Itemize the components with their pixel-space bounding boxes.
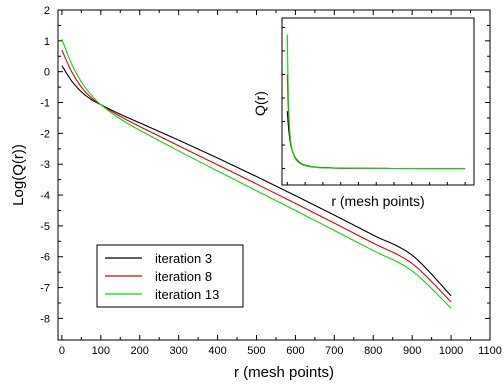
y-tick-label: -2 xyxy=(40,128,50,140)
x-tick-label: 400 xyxy=(208,345,226,357)
x-tick-label: 900 xyxy=(403,345,421,357)
x-axis-title: r (mesh points) xyxy=(234,364,334,381)
plot-frame xyxy=(57,9,491,341)
y-tick-label: -7 xyxy=(40,283,50,295)
y-tick-label: -8 xyxy=(40,313,50,325)
x-tick-label: 100 xyxy=(92,345,110,357)
y-tick-label: -6 xyxy=(40,252,50,264)
x-tick-label: 800 xyxy=(364,345,382,357)
x-tick-label: 200 xyxy=(131,345,149,357)
y-tick-label: -3 xyxy=(40,159,50,171)
legend-label-3: iteration 13 xyxy=(155,287,219,302)
y-tick-label: 2 xyxy=(44,5,50,17)
inset-x-axis-title: r (mesh points) xyxy=(331,193,424,209)
x-tick-label: 1000 xyxy=(439,345,463,357)
inset-y-axis-title: Q(r) xyxy=(252,91,268,116)
x-tick-label: 700 xyxy=(325,345,343,357)
inset-plot: r (mesh points) Q(r) xyxy=(252,17,475,209)
x-tick-label: 500 xyxy=(247,345,265,357)
inset-frame xyxy=(281,17,475,186)
main-plot: 0 100 200 300 400 500 600 700 800 900 1000 1100 -8 -7… xyxy=(10,5,502,381)
series-line-2 xyxy=(61,49,452,303)
y-tick-label: -1 xyxy=(40,98,50,110)
x-tick-label: 600 xyxy=(286,345,304,357)
legend-label-1: iteration 3 xyxy=(155,251,212,266)
y-axis-title: Log(Q(r)) xyxy=(10,144,27,206)
series-line-1 xyxy=(61,65,452,297)
x-tick-label: 1100 xyxy=(478,345,502,357)
y-tick-label: -5 xyxy=(40,221,50,233)
x-tick-label: 300 xyxy=(169,345,187,357)
x-tick-label: 0 xyxy=(59,345,65,357)
series-line-3 xyxy=(61,39,452,309)
inset-series-line-3 xyxy=(286,34,466,170)
legend-label-2: iteration 8 xyxy=(155,269,212,284)
y-tick-label: -4 xyxy=(40,190,50,202)
y-tick-label: 0 xyxy=(44,67,50,79)
legend: iteration 3 iteration 8 iteration 13 xyxy=(96,244,244,308)
y-tick-label: 1 xyxy=(44,36,50,48)
